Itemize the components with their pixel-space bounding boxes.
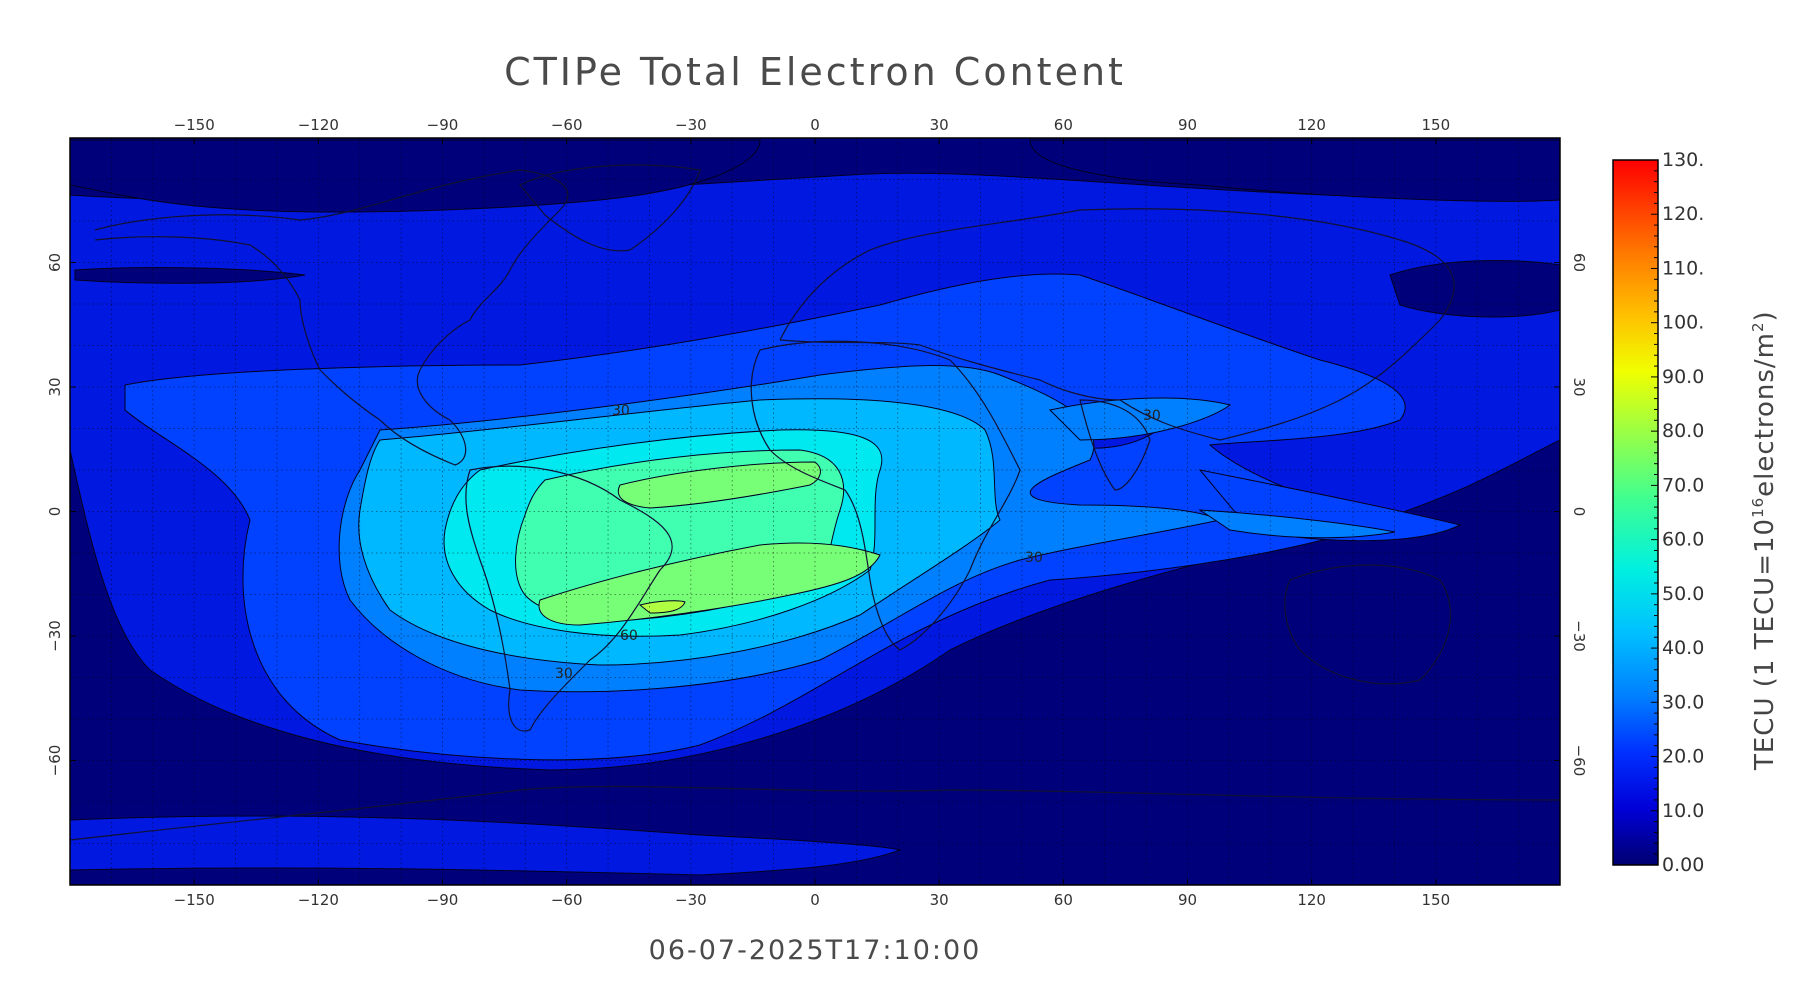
- axis-tick-label: −60: [551, 116, 583, 134]
- tec-level-0-10-nw: [74, 267, 306, 284]
- colorbar-label: 80.0: [1662, 420, 1704, 442]
- colorbar-gradient: [1612, 159, 1659, 866]
- contour-label-30-b: 30: [1143, 408, 1161, 424]
- colorbar-labels: 130. 120. 110. 100. 90.0 80.0 70.0 60.0 50.0 40.0…: [1662, 149, 1704, 876]
- axis-tick-label: 150: [1422, 116, 1451, 134]
- colorbar: 130. 120. 110. 100. 90.0 80.0 70.0 60.0 50.0 40.0…: [1612, 149, 1780, 876]
- axis-tick-label: 90: [1178, 116, 1197, 134]
- axis-tick-label: −30: [675, 116, 707, 134]
- colorbar-ticks: [1651, 159, 1658, 866]
- colorbar-label: 40.0: [1662, 637, 1704, 659]
- axis-tick-label: 150: [1422, 891, 1451, 909]
- axis-tick-label: −30: [1570, 620, 1588, 652]
- grid: [70, 138, 1560, 885]
- tec-level-0-10-northeast: [1029, 139, 1560, 202]
- colorbar-label: 100.: [1662, 312, 1704, 334]
- axis-tick-label: −30: [675, 891, 707, 909]
- tec-level-0-10-north: [70, 139, 761, 213]
- axis-tick-label: −120: [298, 891, 339, 909]
- timestamp: 06-07-2025T17:10:00: [648, 935, 982, 966]
- axis-tick-label: −60: [551, 891, 583, 909]
- colorbar-title: TECU (1 TECU=1016electrons/m2): [1749, 310, 1780, 771]
- axis-tick-label: 30: [46, 377, 64, 396]
- axis-tick-label: −150: [174, 116, 215, 134]
- axis-tick-label: 120: [1297, 116, 1326, 134]
- axis-tick-label: 30: [930, 891, 949, 909]
- colorbar-label: 90.0: [1662, 366, 1704, 388]
- axis-tick-label: −150: [174, 891, 215, 909]
- contour-label-30-a: 30: [612, 403, 630, 419]
- axis-tick-label: 0: [810, 891, 820, 909]
- axis-tick-label: −90: [427, 116, 459, 134]
- colorbar-label: 120.: [1662, 203, 1704, 225]
- axis-tick-label: 120: [1297, 891, 1326, 909]
- axis-tick-label: −120: [298, 116, 339, 134]
- axis-tick-label: −60: [1570, 745, 1588, 777]
- axis-tick-label: 0: [46, 507, 64, 517]
- axis-tick-label: 30: [1570, 377, 1588, 396]
- axis-tick-label: 0: [810, 116, 820, 134]
- axis-tick-label: 0: [1570, 507, 1588, 517]
- axis-tick-label: 60: [1570, 253, 1588, 272]
- axis-tick-label: 60: [46, 253, 64, 272]
- axis-labels: −150−150−120−120−90−90−60−60−30−30003030…: [46, 116, 1588, 909]
- contour-label-60: 60: [620, 628, 638, 644]
- axis-tick-label: −60: [46, 745, 64, 777]
- tec-level-70-80-north: [617, 461, 821, 509]
- axis-ticks: [70, 138, 1560, 885]
- colorbar-label: 10.0: [1662, 800, 1704, 822]
- contour-labels: 30 30 60 30 30: [555, 403, 1161, 682]
- axis-tick-label: 90: [1178, 891, 1197, 909]
- axis-tick-label: 60: [1054, 116, 1073, 134]
- colorbar-label: 70.0: [1662, 474, 1704, 496]
- tec-level-80-90-spot: [638, 600, 686, 614]
- axis-tick-label: −90: [427, 891, 459, 909]
- tec-level-30-40-wedge: [1198, 509, 1396, 539]
- contour-label-30-d: 30: [555, 666, 573, 682]
- tec-level-0-10-ne2: [1389, 260, 1560, 318]
- coastlines: [70, 164, 1560, 841]
- colorbar-label: 0.00: [1662, 854, 1704, 876]
- chart-title: CTIPe Total Electron Content: [504, 50, 1126, 94]
- colorbar-label: 130.: [1662, 149, 1704, 171]
- tec-level-70-80-south: [538, 542, 881, 626]
- contour-label-30-c: 30: [1025, 550, 1043, 566]
- axis-tick-label: −30: [46, 620, 64, 652]
- axis-tick-label: 30: [930, 116, 949, 134]
- colorbar-label: 30.0: [1662, 691, 1704, 713]
- colorbar-label: 110.: [1662, 257, 1704, 279]
- map-area: [70, 138, 1560, 885]
- tec-level-10-20-south: [70, 815, 902, 876]
- axis-tick-label: 60: [1054, 891, 1073, 909]
- colorbar-label: 60.0: [1662, 529, 1704, 551]
- colorbar-label: 50.0: [1662, 583, 1704, 605]
- colorbar-label: 20.0: [1662, 746, 1704, 768]
